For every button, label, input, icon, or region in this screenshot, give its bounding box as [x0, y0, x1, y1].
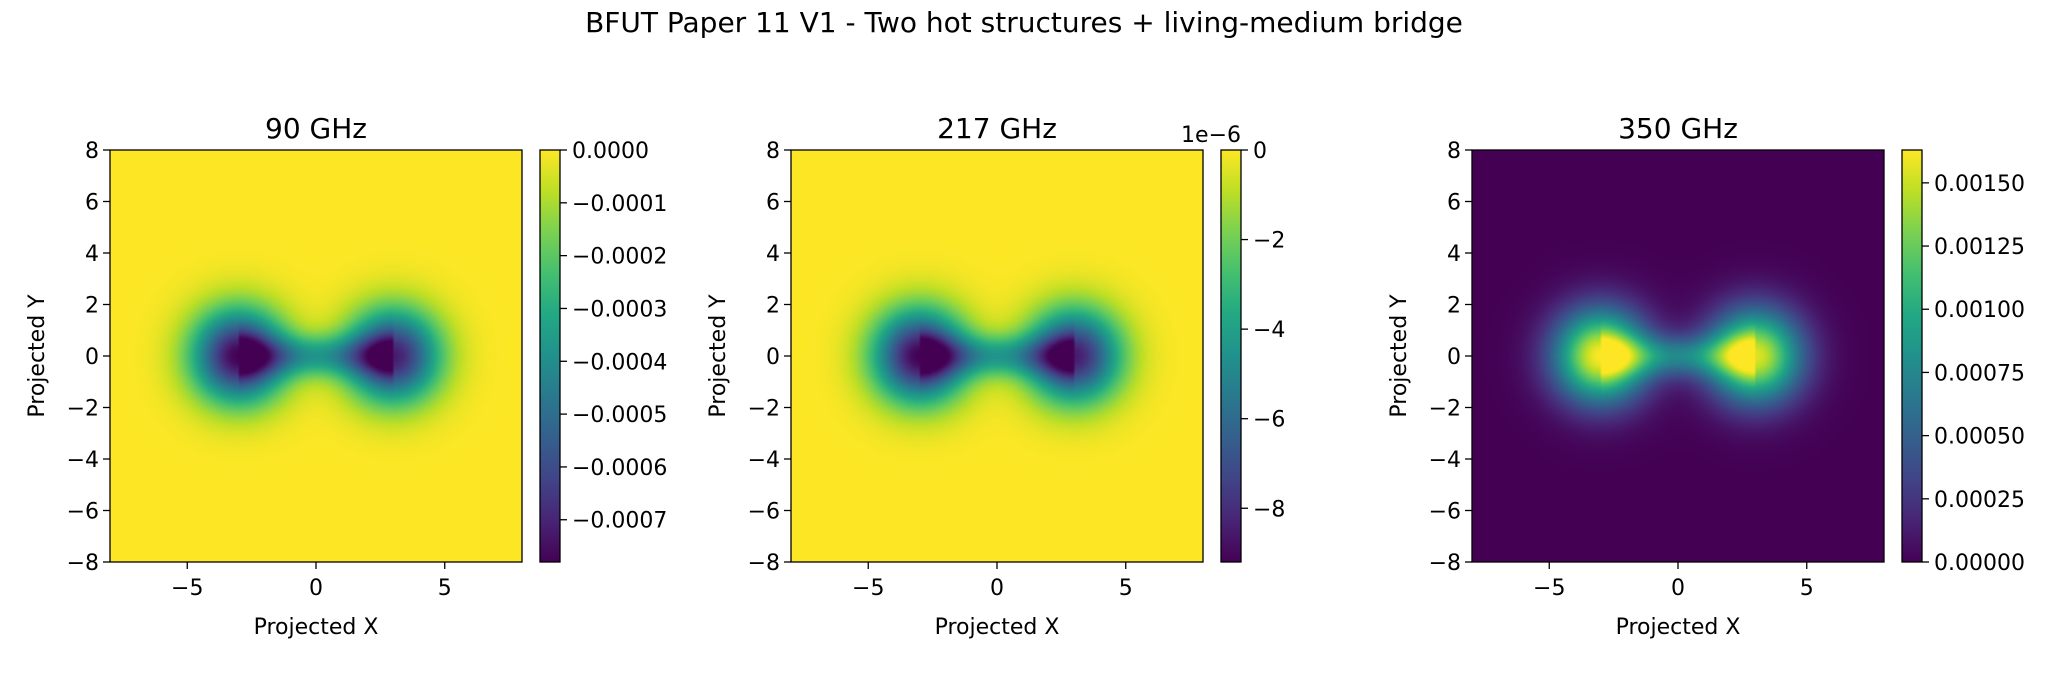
panel-1: 90 GHz −5 0 5 −8 −6 −4 −2 0 2 4 6 8 Projected X Projec…	[25, 112, 667, 640]
x-axis-label: Projected X	[254, 615, 379, 640]
colorbar-frame	[539, 149, 561, 563]
colorbar-tick-label: −6	[1253, 408, 1285, 433]
y-tick-label: −8	[67, 551, 99, 576]
y-tick-label: 6	[1447, 191, 1461, 216]
x-tick-label: 0	[309, 576, 323, 601]
colorbar-tick-label: −2	[1253, 229, 1285, 254]
y-tick-label: −6	[748, 500, 780, 525]
colorbar-frame	[1220, 149, 1242, 563]
colorbar-tick-label: 0.00125	[1934, 235, 2025, 260]
panel-title: 90 GHz	[265, 112, 367, 145]
y-tick-label: 0	[1447, 345, 1461, 370]
colorbar-frame	[1901, 149, 1923, 563]
colorbar-tick-label: −4	[1253, 318, 1285, 343]
x-tick-label: 5	[1800, 576, 1814, 601]
panel-title: 350 GHz	[1618, 112, 1738, 145]
y-tick-label: −6	[1429, 500, 1461, 525]
y-tick-label: 8	[85, 139, 99, 164]
y-tick-label: 4	[1447, 242, 1461, 267]
y-tick-label: −2	[1429, 397, 1461, 422]
colorbar-tick-label: −0.0004	[572, 350, 667, 375]
y-tick-label: −8	[748, 551, 780, 576]
y-tick-label: 8	[766, 139, 780, 164]
colorbar-tick-label: 0.00025	[1934, 488, 2025, 513]
x-tick-label: 0	[1671, 576, 1685, 601]
y-axis-label: Projected Y	[706, 294, 731, 418]
colorbar-tick-label: 0.00000	[1934, 551, 2025, 576]
y-tick-label: 0	[85, 345, 99, 370]
colorbar-tick-label: −0.0005	[572, 403, 667, 428]
x-tick-label: −5	[171, 576, 203, 601]
y-tick-label: −4	[748, 448, 780, 473]
colorbar	[1221, 150, 1241, 562]
y-tick-label: 2	[1447, 294, 1461, 319]
colorbar-tick-label: 0.00150	[1934, 172, 2025, 197]
y-tick-label: 8	[1447, 139, 1461, 164]
colorbar-tick-label: 0	[1253, 139, 1267, 164]
panel-title: 217 GHz	[937, 112, 1057, 145]
y-tick-label: −2	[67, 397, 99, 422]
y-tick-label: −2	[748, 397, 780, 422]
colorbar-offset-label: 1e−6	[1181, 123, 1241, 148]
y-tick-label: 2	[766, 294, 780, 319]
y-tick-label: 4	[766, 242, 780, 267]
y-tick-label: −4	[1429, 448, 1461, 473]
x-axis-label: Projected X	[1616, 615, 1741, 640]
colorbar	[1902, 150, 1922, 562]
colorbar-tick-label: 0.00075	[1934, 361, 2025, 386]
colorbar-tick-label: 0.0000	[572, 139, 649, 164]
y-tick-label: −6	[67, 500, 99, 525]
y-tick-label: 0	[766, 345, 780, 370]
colorbar-tick-label: −0.0007	[572, 509, 667, 534]
heatmap-image-3	[1472, 150, 1884, 562]
panel-2: 217 GHz −5 0 5 −8 −6 −4 −2 0 2 4 6 8 Projected X Proje…	[706, 112, 1285, 640]
colorbar-tick-label: 0.00100	[1934, 298, 2025, 323]
figure-suptitle: BFUT Paper 11 V1 - Two hot structures + …	[585, 6, 1463, 39]
y-tick-label: 6	[85, 191, 99, 216]
panel-3: 350 GHz −5 0 5 −8 −6 −4 −2 0 2 4 6 8 Projected X Proje…	[1387, 112, 2025, 640]
colorbar-tick-label: −0.0002	[572, 245, 667, 270]
colorbar-tick-label: −0.0003	[572, 297, 667, 322]
x-tick-label: 5	[438, 576, 452, 601]
y-tick-label: −8	[1429, 551, 1461, 576]
colorbar-tick-label: 0.00050	[1934, 425, 2025, 450]
colorbar	[540, 150, 560, 562]
x-tick-label: −5	[1533, 576, 1565, 601]
heatmap-image-2	[791, 150, 1203, 562]
x-tick-label: 5	[1119, 576, 1133, 601]
y-tick-label: 2	[85, 294, 99, 319]
y-axis-label: Projected Y	[25, 294, 50, 418]
colorbar-tick-label: −8	[1253, 497, 1285, 522]
y-tick-label: −4	[67, 448, 99, 473]
x-tick-label: 0	[990, 576, 1004, 601]
x-tick-label: −5	[852, 576, 884, 601]
y-tick-label: 6	[766, 191, 780, 216]
x-axis-label: Projected X	[935, 615, 1060, 640]
heatmap-image-1	[110, 150, 522, 562]
y-axis-label: Projected Y	[1387, 294, 1412, 418]
colorbar-tick-label: −0.0001	[572, 192, 667, 217]
colorbar-tick-label: −0.0006	[572, 456, 667, 481]
y-tick-label: 4	[85, 242, 99, 267]
